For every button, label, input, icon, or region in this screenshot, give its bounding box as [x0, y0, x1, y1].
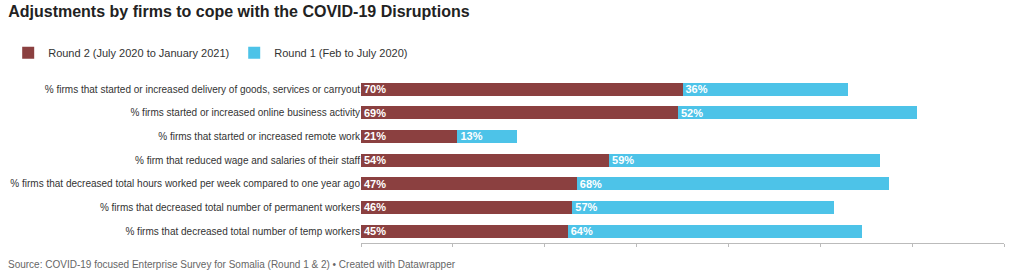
svg-text:13%: 13%: [460, 130, 482, 142]
svg-text:Adjustments by firms to cope w: Adjustments by firms to cope with the CO…: [8, 3, 469, 20]
html-text:Source: COVID-19 focused Enter: Source: COVID-19 focused Enterprise Surv…: [8, 259, 455, 270]
svg-text:45%: 45%: [364, 225, 386, 237]
svg-text:Round 2 (July 2020 to January: Round 2 (July 2020 to January 2021): [48, 47, 229, 59]
svg-text:47%: 47%: [364, 178, 386, 190]
svg-text:54%: 54%: [364, 154, 386, 166]
svg-text:64%: 64%: [571, 225, 593, 237]
svg-text:52%: 52%: [681, 107, 703, 119]
svg-text:% firms that decreased total n: % firms that decreased total number of t…: [125, 226, 360, 237]
svg-text:59%: 59%: [612, 154, 634, 166]
svg-text:57%: 57%: [575, 201, 597, 213]
svg-text:Round 1 (Feb to July 2020): Round 1 (Feb to July 2020): [274, 47, 407, 59]
svg-text:69%: 69%: [364, 107, 386, 119]
svg-text:% firms that started or increa: % firms that started or increased remote…: [158, 131, 361, 142]
svg-text:68%: 68%: [580, 178, 602, 190]
svg-text:% firm that reduced wage and s: % firm that reduced wage and salaries of…: [135, 155, 360, 166]
svg-text:% firms that decreased total n: % firms that decreased total number of p…: [100, 202, 360, 213]
svg-text:21%: 21%: [364, 130, 386, 142]
svg-text:% firms started or increased o: % firms started or increased online busi…: [130, 107, 360, 118]
svg-text:% firms that started or increa: % firms that started or increased delive…: [45, 84, 360, 95]
svg-text:% firms that decreased total h: % firms that decreased total hours worke…: [10, 178, 360, 189]
svg-text:46%: 46%: [364, 201, 386, 213]
svg-text:70%: 70%: [364, 83, 386, 95]
svg-text:36%: 36%: [686, 83, 708, 95]
